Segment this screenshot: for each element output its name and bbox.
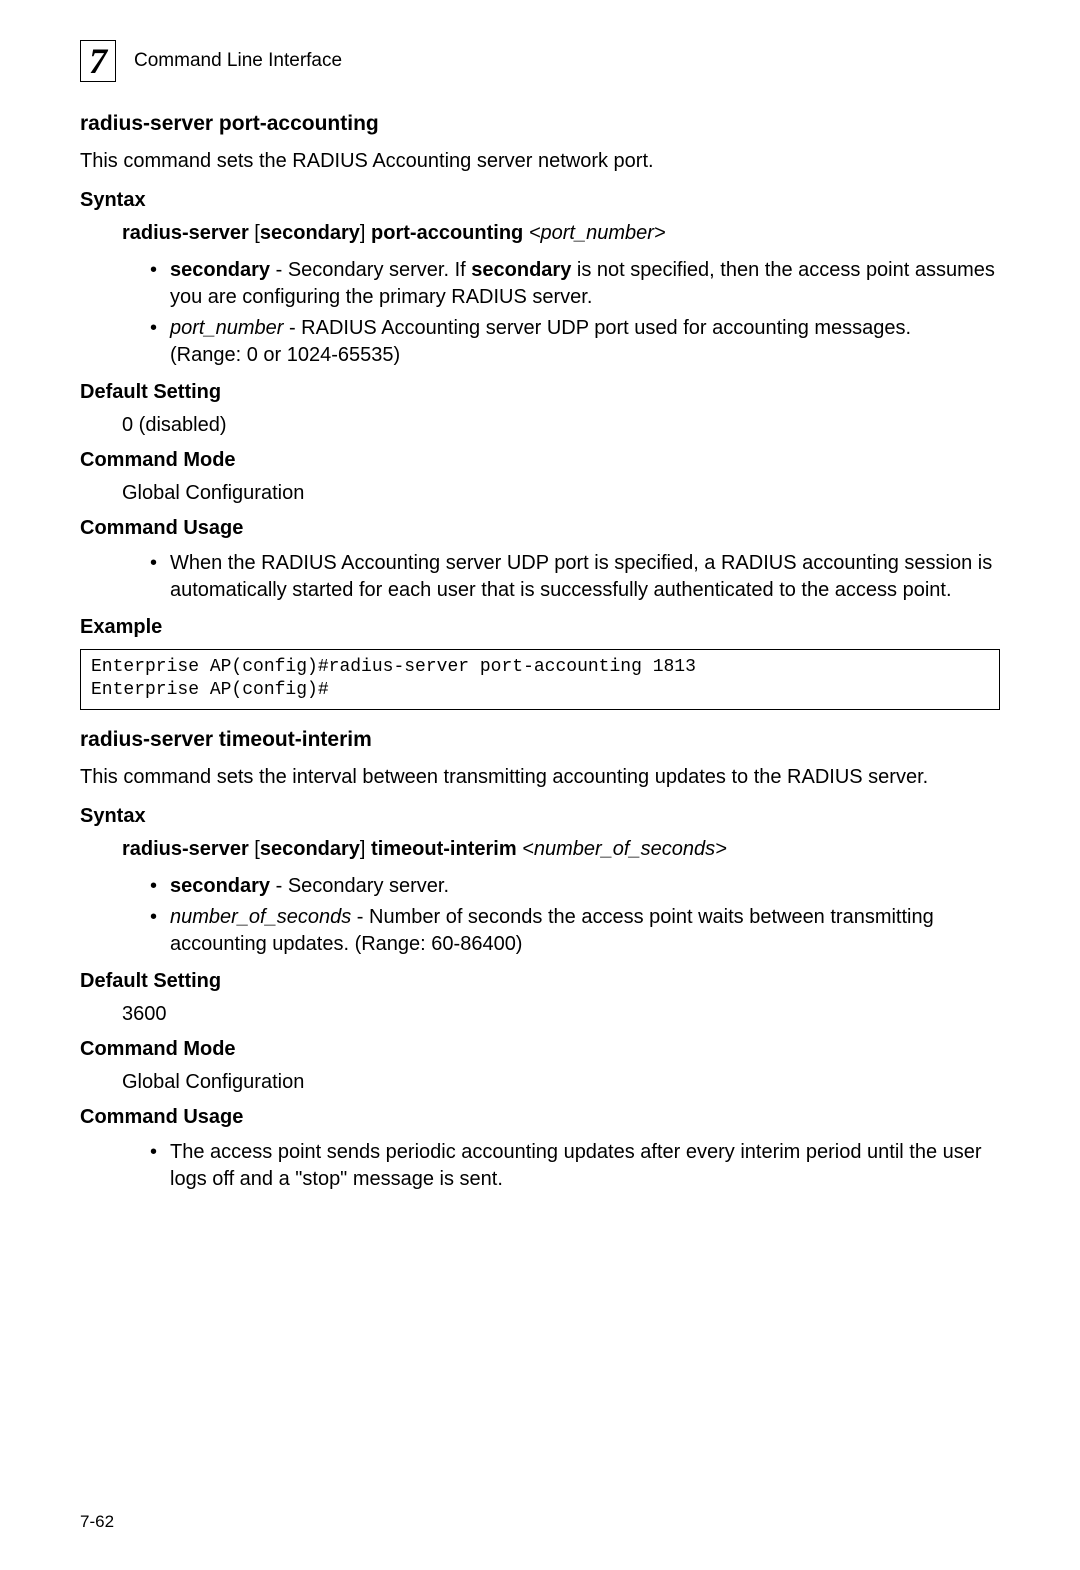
section1-syntax-bullets: secondary - Secondary server. If seconda… — [150, 257, 1000, 369]
section1-intro: This command sets the RADIUS Accounting … — [80, 148, 1000, 175]
syntax-text: secondary — [260, 838, 360, 860]
list-item: secondary - Secondary server. — [150, 873, 1000, 900]
syntax-text: secondary — [260, 222, 360, 244]
section1-usage-label: Command Usage — [80, 517, 1000, 540]
section1-example-label: Example — [80, 616, 1000, 639]
syntax-text: timeout-interim — [371, 838, 522, 860]
list-item: secondary - Secondary server. If seconda… — [150, 257, 1000, 311]
bullet-text: port_number — [170, 317, 283, 339]
list-item: When the RADIUS Accounting server UDP po… — [150, 550, 1000, 604]
bullet-text: secondary — [471, 259, 571, 281]
bullet-text: (Range: 0 or 1024-65535) — [170, 344, 400, 366]
section2-usage-bullets: The access point sends periodic accounti… — [150, 1139, 1000, 1193]
section1-usage-bullets: When the RADIUS Accounting server UDP po… — [150, 550, 1000, 604]
section2-title: radius-server timeout-interim — [80, 728, 1000, 752]
bullet-text: When the RADIUS Accounting server UDP po… — [170, 552, 992, 601]
section2-syntax-line: radius-server [secondary] timeout-interi… — [122, 838, 1000, 861]
syntax-text: ] — [360, 222, 371, 244]
section1-example-box: Enterprise AP(config)#radius-server port… — [80, 649, 1000, 710]
section2-mode-value: Global Configuration — [122, 1071, 1000, 1094]
bullet-text: - Secondary server. — [270, 875, 449, 897]
bullet-text: - RADIUS Accounting server UDP port used… — [283, 317, 911, 339]
section1-default-label: Default Setting — [80, 381, 1000, 404]
list-item: number_of_seconds - Number of seconds th… — [150, 904, 1000, 958]
list-item: The access point sends periodic accounti… — [150, 1139, 1000, 1193]
section2-mode-label: Command Mode — [80, 1038, 1000, 1061]
bullet-text: - Secondary server. If — [270, 259, 471, 281]
section2-syntax-label: Syntax — [80, 805, 1000, 828]
bullet-text: number_of_seconds — [170, 906, 351, 928]
section1-title: radius-server port-accounting — [80, 112, 1000, 136]
section2-usage-label: Command Usage — [80, 1106, 1000, 1129]
section1-mode-label: Command Mode — [80, 449, 1000, 472]
bullet-text: The access point sends periodic accounti… — [170, 1141, 982, 1190]
list-item: port_number - RADIUS Accounting server U… — [150, 315, 1000, 369]
section1-default-value: 0 (disabled) — [122, 414, 1000, 437]
syntax-text: port-accounting — [371, 222, 529, 244]
bullet-text: secondary — [170, 259, 270, 281]
section1-mode-value: Global Configuration — [122, 482, 1000, 505]
syntax-text: ] — [360, 838, 371, 860]
chapter-number: 7 — [89, 40, 107, 82]
section2-default-label: Default Setting — [80, 970, 1000, 993]
chapter-box: 7 — [80, 40, 116, 82]
page-header: 7 Command Line Interface — [80, 40, 1000, 82]
page-number: 7-62 — [80, 1512, 114, 1532]
section2-default-value: 3600 — [122, 1003, 1000, 1026]
syntax-text: <number_of_seconds> — [522, 838, 727, 860]
syntax-text: radius-server — [122, 222, 254, 244]
bullet-text: secondary — [170, 875, 270, 897]
syntax-text: <port_number> — [529, 222, 666, 244]
section1-syntax-line: radius-server [secondary] port-accountin… — [122, 222, 1000, 245]
section2-intro: This command sets the interval between t… — [80, 764, 1000, 791]
section2-syntax-bullets: secondary - Secondary server. number_of_… — [150, 873, 1000, 958]
section1-syntax-label: Syntax — [80, 189, 1000, 212]
chapter-title: Command Line Interface — [134, 50, 342, 72]
syntax-text: radius-server — [122, 838, 254, 860]
